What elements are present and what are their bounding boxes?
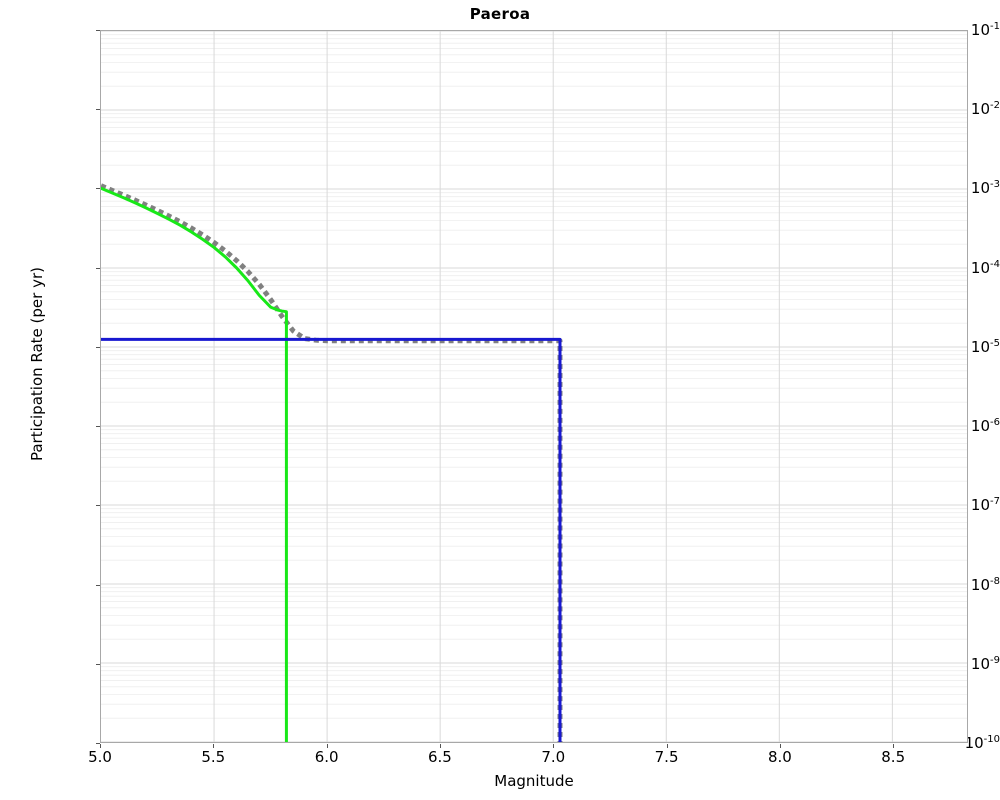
- y-tick-label: 10-1: [970, 21, 1000, 39]
- y-tick-label: 10-7: [970, 496, 1000, 515]
- y-tick-label: 10-5: [970, 337, 1000, 356]
- y-tick-label: 10-10: [964, 734, 1000, 752]
- x-tick-label: 5.5: [201, 748, 226, 766]
- y-tick-mark: [96, 346, 100, 348]
- x-tick-mark: [213, 744, 215, 748]
- x-tick-mark: [893, 744, 895, 748]
- y-tick-mark: [96, 743, 100, 744]
- x-tick-mark: [779, 744, 781, 748]
- y-tick-mark: [96, 426, 100, 428]
- y-tick-label: 10-2: [970, 100, 1000, 119]
- y-axis-title: Participation Rate (per yr): [28, 267, 46, 462]
- data-series-layer: [101, 183, 563, 742]
- y-tick-mark: [96, 30, 100, 31]
- grid-layer: [101, 31, 967, 742]
- y-tick-label: 10-6: [970, 417, 1000, 436]
- x-tick-label: 5.0: [88, 748, 112, 766]
- x-tick-mark: [666, 744, 668, 748]
- y-tick-mark: [96, 584, 100, 586]
- x-axis-title: Magnitude: [494, 772, 574, 790]
- series-characteristic-rate: [101, 337, 562, 742]
- series-characteristic-branch: [101, 186, 288, 742]
- y-tick-label: 10-9: [970, 654, 1000, 673]
- x-tick-label: 7.5: [654, 748, 679, 766]
- x-tick-label: 6.5: [428, 748, 452, 766]
- x-tick-mark: [553, 744, 555, 748]
- y-tick-label: 10-4: [970, 258, 1000, 277]
- y-tick-mark: [96, 267, 100, 269]
- page-title: Paeroa: [469, 5, 531, 23]
- plot-area: [100, 30, 968, 743]
- x-tick-mark: [100, 744, 101, 748]
- y-tick-mark: [96, 109, 100, 111]
- y-tick-label: 10-3: [970, 179, 1000, 198]
- x-tick-mark: [326, 744, 328, 748]
- y-tick-label: 10-8: [970, 575, 1000, 594]
- y-tick-mark: [96, 188, 100, 190]
- x-tick-label: 8.5: [881, 748, 906, 766]
- x-tick-label: 6.0: [314, 748, 339, 766]
- y-tick-mark: [96, 663, 100, 665]
- x-tick-label: 8.0: [767, 748, 792, 766]
- series-gb-distribution: [101, 183, 563, 742]
- y-tick-mark: [96, 505, 100, 507]
- x-tick-label: 7.0: [541, 748, 566, 766]
- x-tick-mark: [439, 744, 441, 748]
